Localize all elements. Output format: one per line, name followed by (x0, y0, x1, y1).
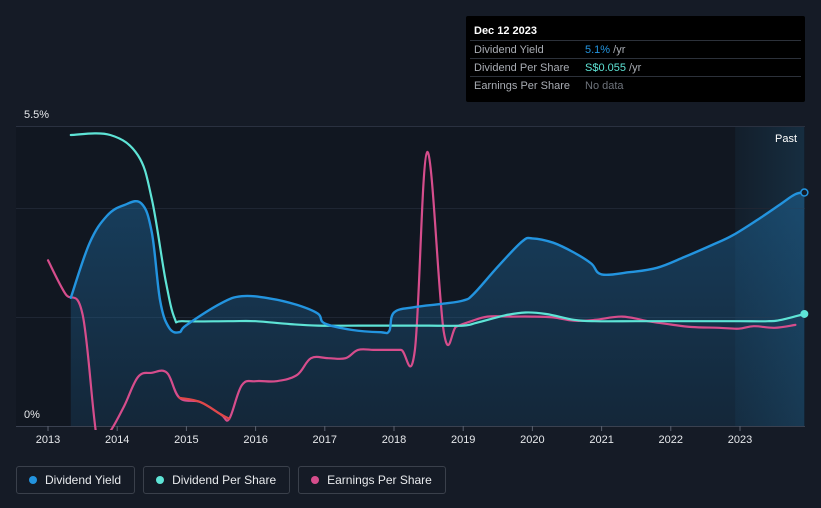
legend-label: Dividend Yield (45, 473, 122, 487)
x-tick-label-2015: 2015 (174, 434, 198, 446)
y-tick-label-top: 5.5% (24, 109, 49, 121)
chart-legend: Dividend Yield Dividend Per Share Earnin… (16, 466, 446, 494)
x-tick-label-2018: 2018 (382, 434, 406, 446)
legend-dot-icon (29, 476, 37, 484)
tooltip-row-dividend-per-share: Dividend Per Share S$0.055 /yr (470, 58, 801, 76)
tooltip-value: No data (585, 80, 624, 92)
x-tick-label-2021: 2021 (589, 434, 613, 446)
tooltip-value-number: No data (585, 80, 624, 92)
tooltip-label: Earnings Per Share (474, 80, 570, 92)
tooltip-date: Dec 12 2023 (474, 25, 537, 37)
legend-dot-icon (311, 476, 320, 484)
dividend-yield-end-marker (800, 188, 809, 197)
y-tick-label-bottom: 0% (24, 409, 40, 421)
x-tick-label-2017: 2017 (313, 434, 337, 446)
tooltip: Dec 12 2023 Dividend Yield 5.1% /yr Divi… (466, 16, 805, 102)
tooltip-value: S$0.055 /yr (585, 62, 641, 74)
dividend-yield-area (70, 192, 805, 426)
earnings-per-share-negative-line (178, 396, 231, 420)
tooltip-value-unit: /yr (625, 62, 642, 74)
legend-label: Dividend Per Share (172, 473, 277, 487)
legend-dot-icon (156, 476, 165, 484)
dividend-yield-line (69, 191, 805, 335)
tooltip-row-dividend-yield: Dividend Yield 5.1% /yr (470, 40, 801, 58)
earnings-per-share-line (46, 150, 797, 430)
dividend-per-share-line (69, 132, 805, 327)
tooltip-value-number: 5.1% (585, 44, 611, 56)
legend-earnings-per-share[interactable]: Earnings Per Share (298, 466, 446, 494)
x-tick-label-2023: 2023 (728, 434, 752, 446)
legend-dividend-yield[interactable]: Dividend Yield (16, 466, 136, 494)
x-tick-label-2016: 2016 (243, 434, 267, 446)
dividend-per-share-end-marker (800, 309, 809, 318)
legend-dividend-per-share[interactable]: Dividend Per Share (143, 466, 291, 494)
x-tick-label-2022: 2022 (659, 434, 683, 446)
x-tick-label-2014: 2014 (105, 434, 129, 446)
tooltip-value-number: S$0.055 (585, 62, 626, 74)
x-tick-label-2020: 2020 (520, 434, 544, 446)
x-axis-ticks: 2013 2014 2015 2016 2017 2018 2019 2020 2021 2022… (36, 426, 752, 446)
tooltip-label: Dividend Yield (474, 44, 544, 56)
tooltip-row-earnings-per-share: Earnings Per Share No data (470, 76, 801, 94)
tooltip-label: Dividend Per Share (474, 62, 570, 74)
past-label: Past (775, 133, 797, 145)
x-tick-label-2013: 2013 (36, 434, 60, 446)
legend-label: Earnings Per Share (327, 473, 432, 487)
tooltip-value-unit: /yr (610, 44, 626, 56)
x-tick-label-2019: 2019 (451, 434, 475, 446)
tooltip-value: 5.1% /yr (585, 44, 625, 56)
